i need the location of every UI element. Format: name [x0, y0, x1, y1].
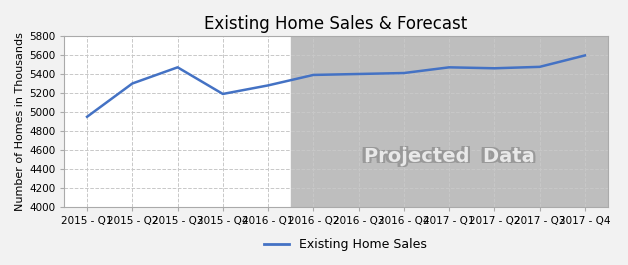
Text: Projected  Data: Projected Data: [366, 147, 537, 165]
Text: Projected  Data: Projected Data: [366, 148, 537, 167]
Text: Projected  Data: Projected Data: [362, 147, 533, 165]
Legend: Existing Home Sales: Existing Home Sales: [259, 233, 432, 256]
Y-axis label: Number of Homes in Thousands: Number of Homes in Thousands: [15, 32, 25, 211]
Text: Projected  Data: Projected Data: [364, 147, 534, 166]
Bar: [291, 36, 607, 207]
Title: Existing Home Sales & Forecast: Existing Home Sales & Forecast: [204, 15, 468, 33]
Text: Projected  Data: Projected Data: [362, 148, 533, 167]
